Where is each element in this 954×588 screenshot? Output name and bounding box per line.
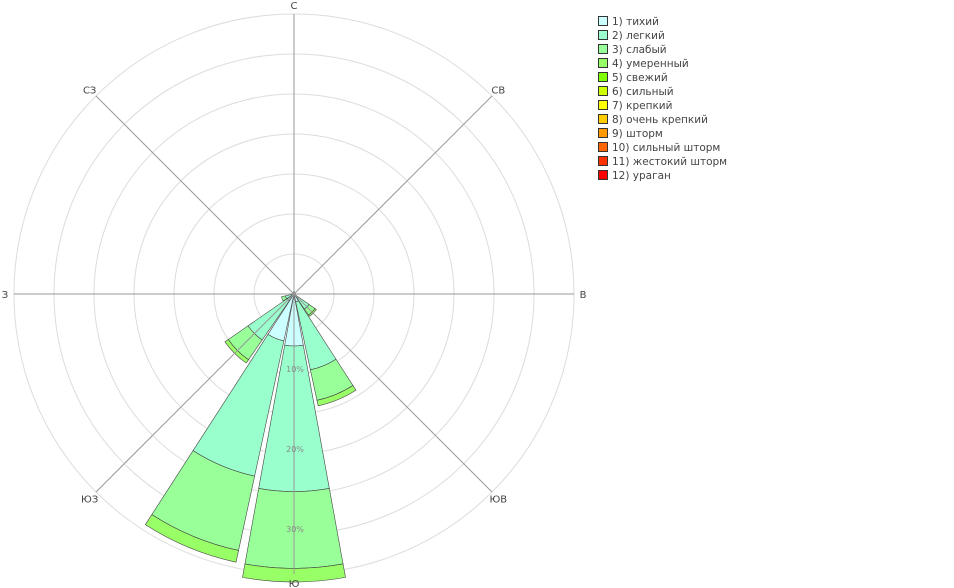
wind-bars bbox=[144, 291, 357, 583]
legend-item[interactable]: 12) ураган bbox=[598, 170, 671, 182]
legend-label: 12) ураган bbox=[612, 170, 671, 182]
angular-tick-label: ЮВ bbox=[490, 494, 508, 505]
angular-axis: С СВ В ЮВ Ю ЮЗ З СЗ bbox=[2, 1, 587, 588]
legend-swatch bbox=[598, 72, 608, 82]
legend-item[interactable]: 7) крепкий bbox=[598, 100, 673, 112]
legend-swatch bbox=[598, 16, 608, 26]
legend-item[interactable]: 2) легкий bbox=[598, 30, 665, 42]
legend-swatch bbox=[598, 170, 608, 180]
legend-swatch bbox=[598, 142, 608, 152]
legend-swatch bbox=[598, 128, 608, 138]
angular-grid-line bbox=[95, 293, 295, 493]
legend-item[interactable]: 11) жестокий шторм bbox=[598, 156, 728, 168]
legend-item[interactable]: 5) свежий bbox=[598, 72, 668, 84]
legend-swatch bbox=[598, 86, 608, 96]
radial-tick-label: 20% bbox=[286, 445, 304, 454]
legend-swatch bbox=[598, 58, 608, 68]
angular-tick-label: Ю bbox=[289, 579, 300, 588]
angular-grid-line bbox=[95, 95, 295, 295]
legend-swatch bbox=[598, 44, 608, 54]
legend-item[interactable]: 4) умеренный bbox=[598, 58, 689, 70]
legend-item[interactable]: 3) слабый bbox=[598, 44, 667, 56]
angular-tick-label: В bbox=[580, 290, 587, 301]
legend-swatch bbox=[598, 114, 608, 124]
legend-item[interactable]: 9) шторм bbox=[598, 128, 663, 140]
legend-label: 4) умеренный bbox=[612, 58, 689, 70]
legend: 1) тихий 2) легкий 3) слабый 4) умеренный 5)… bbox=[598, 16, 728, 182]
angular-tick-label: ЮЗ bbox=[81, 494, 98, 505]
legend-label: 10) сильный шторм bbox=[612, 142, 720, 154]
legend-label: 2) легкий bbox=[612, 30, 665, 42]
legend-label: 6) сильный bbox=[612, 86, 674, 98]
radial-tick-label: 10% bbox=[286, 365, 304, 374]
legend-label: 7) крепкий bbox=[612, 100, 672, 112]
legend-item[interactable]: 6) сильный bbox=[598, 86, 674, 98]
legend-label: 9) шторм bbox=[612, 128, 663, 140]
legend-swatch bbox=[598, 30, 608, 40]
angular-tick-label: С bbox=[291, 1, 298, 12]
angular-tick-label: З bbox=[2, 290, 8, 301]
legend-label: 1) тихий bbox=[612, 16, 659, 28]
angular-grid-line bbox=[293, 95, 493, 295]
angular-tick-label: СЗ bbox=[83, 86, 96, 97]
bar-segment-4-9[interactable] bbox=[144, 514, 239, 563]
legend-item[interactable]: 1) тихий bbox=[598, 16, 659, 28]
angular-tick-label: СВ bbox=[491, 86, 505, 97]
legend-label: 3) слабый bbox=[612, 44, 667, 56]
angular-grid-line bbox=[293, 293, 493, 493]
legend-label: 11) жестокий шторм bbox=[612, 156, 727, 168]
legend-swatch bbox=[598, 100, 608, 110]
legend-item[interactable]: 10) сильный шторм bbox=[598, 142, 721, 154]
legend-label: 5) свежий bbox=[612, 72, 668, 84]
legend-swatch bbox=[598, 156, 608, 166]
bar-segment-4-7[interactable] bbox=[316, 385, 357, 407]
radial-tick-label: 30% bbox=[286, 525, 304, 534]
bar-segment-3-11[interactable] bbox=[281, 295, 288, 302]
legend-label: 8) очень крепкий bbox=[612, 114, 708, 126]
legend-item[interactable]: 8) очень крепкий bbox=[598, 114, 708, 126]
radial-axis: 10% 20% 30% bbox=[286, 365, 304, 534]
